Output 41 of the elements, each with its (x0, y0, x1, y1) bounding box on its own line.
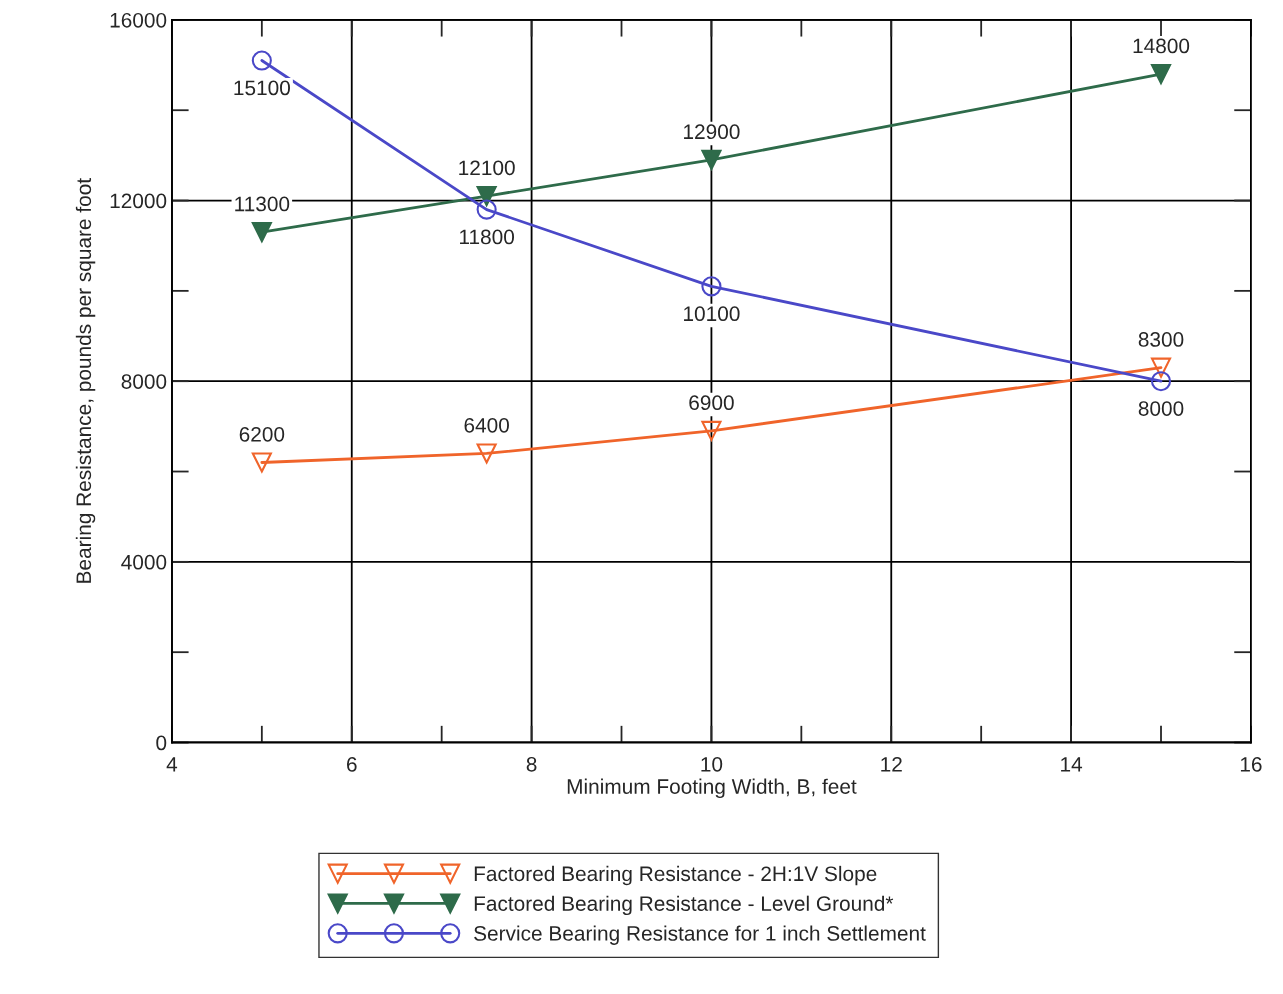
legend-label: Factored Bearing Resistance - Level Ground* (474, 895, 894, 916)
point (476, 185, 497, 207)
point (1150, 357, 1172, 378)
y-tick-label: 0 (156, 735, 167, 751)
point (1150, 64, 1172, 85)
data-label: 12900 (684, 124, 740, 140)
y-tick-label: 8000 (121, 374, 167, 389)
point (1150, 371, 1172, 392)
point (251, 50, 272, 71)
data-label: 8000 (1138, 401, 1184, 416)
y-axis-title: Bearing Resistance, pounds per square foot (75, 178, 96, 583)
legend-label: Service Bearing Resistance for 1 inch Settlement (474, 925, 926, 945)
data-label: 11300 (235, 196, 290, 212)
point (701, 149, 722, 170)
x-tick-label: 10 (701, 756, 723, 772)
data-label: 6900 (689, 395, 734, 411)
data-label: 10100 (684, 306, 740, 322)
x-tick-label: 12 (881, 756, 902, 772)
x-tick-label: 14 (1061, 757, 1083, 772)
y-tick-label: 16000 (110, 12, 167, 28)
y-tick-label: 4000 (121, 554, 167, 570)
data-label: 15100 (234, 80, 290, 96)
data-label: 12100 (459, 160, 515, 176)
data-label: 6200 (239, 426, 285, 442)
x-tick-label: 4 (166, 757, 178, 772)
x-tick-label: 16 (1240, 756, 1262, 772)
legend-label: Factored Bearing Resistance - 2H:1V Slope (474, 865, 877, 886)
point (476, 443, 497, 464)
point (251, 452, 272, 473)
point (701, 420, 722, 441)
x-tick-label: 8 (526, 756, 537, 772)
data-label: 6400 (464, 417, 509, 433)
point (701, 276, 722, 297)
data-label: 8300 (1138, 332, 1184, 347)
y-tick-label: 12000 (110, 193, 167, 209)
x-axis-title: Minimum Footing Width, B, feet (567, 778, 857, 799)
data-label: 14800 (1133, 38, 1190, 54)
x-tick-label: 6 (347, 756, 357, 772)
data-label: 11800 (460, 229, 515, 245)
point (251, 222, 272, 243)
point (476, 199, 497, 220)
